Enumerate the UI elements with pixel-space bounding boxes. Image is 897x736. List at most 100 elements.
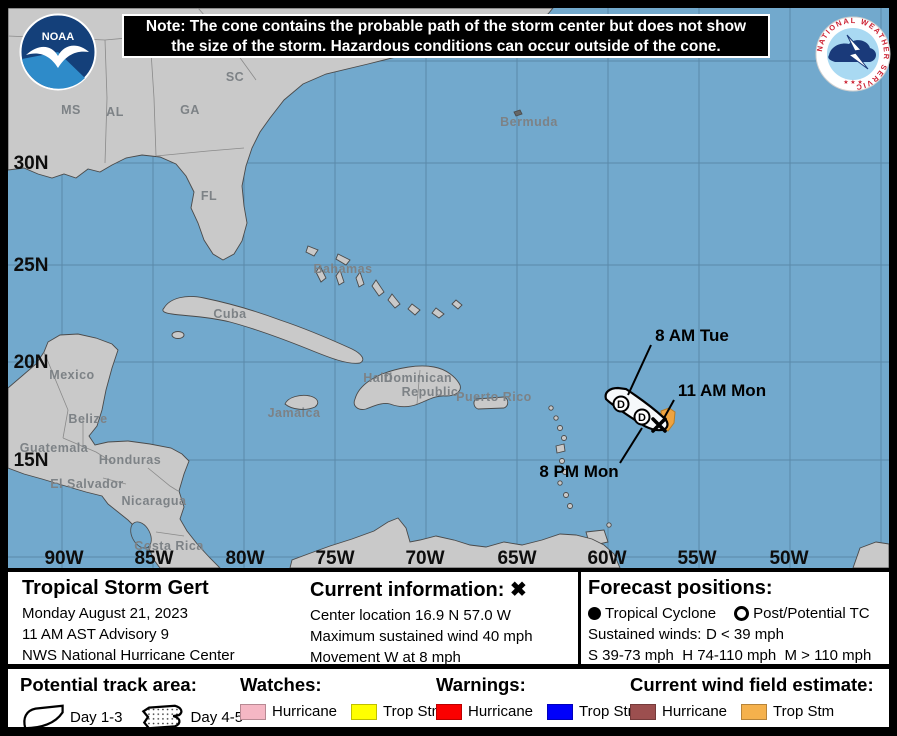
place-label: Republic xyxy=(401,385,459,399)
note-line2: the size of the storm. Hazardous conditi… xyxy=(171,38,721,55)
day1-3-cone-icon xyxy=(23,704,64,730)
day-marker-1: D xyxy=(617,399,625,411)
landmasses xyxy=(8,8,889,568)
post-potential-tc-label: Post/Potential TC xyxy=(753,605,870,622)
land-bahamas xyxy=(305,245,463,319)
noaa-logo-icon: NOAA xyxy=(19,13,97,91)
coordinate-label: 90W xyxy=(44,548,84,568)
annotation-leader-lines xyxy=(619,344,675,464)
note-line1: Note: The cone contains the probable pat… xyxy=(145,18,747,35)
current-position-x-icon xyxy=(651,417,667,433)
coordinate-label: 50W xyxy=(769,548,809,568)
watches-title: Watches: xyxy=(240,674,322,695)
day1-3-label: Day 1-3 xyxy=(70,708,123,726)
legend-swatch xyxy=(630,703,656,720)
tropical-cyclone-label: Tropical Cyclone xyxy=(605,605,717,622)
storm-advisory: 11 AM AST Advisory 9 xyxy=(22,626,170,643)
panel-divider xyxy=(578,572,581,664)
tropical-cyclone-icon xyxy=(588,607,601,620)
place-label: FL xyxy=(200,189,218,203)
place-label: Honduras xyxy=(98,453,162,467)
storm-time-annotation: 11 AM Mon xyxy=(677,381,767,400)
current-info-panel: Current information: ✖ Center location 1… xyxy=(310,577,533,668)
legend-label: Hurricane xyxy=(662,703,728,720)
center-location: Center location 16.9 N 57.0 W xyxy=(310,607,511,624)
forecast-position-markers: D D xyxy=(612,395,651,426)
windfield-title: Current wind field estimate: xyxy=(630,674,874,695)
movement: Movement W at 8 mph xyxy=(310,649,461,666)
place-label: Costa Rica xyxy=(134,539,204,553)
legend-swatch xyxy=(741,703,768,720)
max-wind: Maximum sustained wind 40 mph xyxy=(310,628,533,645)
land-jamaica xyxy=(284,394,319,410)
day4-5-cone-icon xyxy=(141,704,183,730)
day-marker-2: D xyxy=(638,412,646,424)
place-label: MS xyxy=(61,103,81,117)
land-hispaniola xyxy=(353,365,461,410)
d-category-label: D < 39 mph xyxy=(706,626,784,643)
legend-swatch xyxy=(547,703,574,720)
potential-track-section: Potential track area: Day 1-3 Day 4-5 xyxy=(20,674,257,731)
storm-title: Tropical Storm Gert xyxy=(22,577,209,599)
place-label: Dominican xyxy=(383,371,453,385)
place-label: AL xyxy=(106,105,124,119)
note-banner: Note: The cone contains the probable pat… xyxy=(122,14,770,58)
legend-row: Potential track area: Day 1-3 Day 4-5 xyxy=(8,669,889,730)
place-label: Haiti xyxy=(363,371,393,385)
place-label: Guatemala xyxy=(19,441,89,455)
coordinate-label: 30N xyxy=(13,153,49,174)
warnings-section: Warnings: Hurricane Trop Stm xyxy=(436,674,654,720)
storm-agency: NWS National Hurricane Center xyxy=(22,647,235,664)
place-label: El Salvador xyxy=(50,477,124,491)
sustained-winds-label: Sustained winds: xyxy=(588,626,702,643)
forecast-cone-map: D D 30N 25N 20N 15N 90W 85W 80W 75W 70W 65W 60W 55W… xyxy=(8,8,889,568)
storm-title-panel: Tropical Storm Gert Monday August 21, 20… xyxy=(22,577,235,666)
forecast-positions-title: Forecast positions: xyxy=(588,577,773,599)
place-label: GA xyxy=(180,103,200,117)
place-label: Nicaragua xyxy=(121,494,187,508)
legend-label: Trop Stm xyxy=(579,703,641,720)
coordinate-label: 55W xyxy=(677,548,717,568)
watches-section: Watches: Hurricane Trop Stm xyxy=(240,674,458,720)
day4-5-label: Day 4-5 xyxy=(190,708,244,726)
storm-time-annotation: 8 PM Mon xyxy=(539,462,619,481)
storm-time-annotation: 8 AM Tue xyxy=(655,326,729,345)
land-lesser-antilles xyxy=(548,405,612,547)
legend-swatch xyxy=(351,703,378,720)
land-south-america xyxy=(289,517,621,568)
land-us-southeast xyxy=(8,8,554,261)
storm-date: Monday August 21, 2023 xyxy=(22,605,188,622)
land-corner xyxy=(852,541,889,568)
info-row: Tropical Storm Gert Monday August 21, 20… xyxy=(8,572,889,666)
legend-label: Trop Stm xyxy=(773,703,835,720)
coordinate-label: 80W xyxy=(225,548,265,568)
land-puerto-rico xyxy=(473,396,509,410)
lake-nicaragua xyxy=(130,521,152,549)
coordinate-label: 85W xyxy=(134,548,174,568)
coordinate-label: 25N xyxy=(13,255,49,276)
nws-stars: ★ ★ ★ xyxy=(843,79,862,86)
place-label: Bermuda xyxy=(500,115,558,129)
coordinate-label: 60W xyxy=(587,548,627,568)
nws-logo-icon: NATIONAL WEATHER SERVICE ★ ★ ★ xyxy=(814,15,891,92)
legend-label: Hurricane xyxy=(272,703,338,720)
windfield-section: Current wind field estimate: Hurricane Tr… xyxy=(630,674,874,720)
noaa-logo-text: NOAA xyxy=(42,31,74,43)
legend-swatch xyxy=(240,703,266,720)
place-label: Puerto Rico xyxy=(456,390,532,404)
place-label: SC xyxy=(225,70,245,84)
basemap: D D xyxy=(8,8,889,568)
wind-scale-line: S 39-73 mph H 74-110 mph M > 110 mph xyxy=(588,647,872,664)
forecast-positions-panel: Forecast positions: Tropical Cyclone Pos… xyxy=(588,577,871,666)
coordinate-label: 75W xyxy=(315,548,355,568)
place-label: Jamaica xyxy=(267,406,321,420)
potential-track-title: Potential track area: xyxy=(20,674,197,695)
place-label: Mexico xyxy=(49,368,95,382)
legend-label: Hurricane xyxy=(468,703,534,720)
coordinate-label: 70W xyxy=(405,548,445,568)
warnings-title: Warnings: xyxy=(436,674,526,695)
legend-label: Trop Stm xyxy=(383,703,445,720)
land-isle-of-youth xyxy=(171,331,185,339)
coordinate-label: 65W xyxy=(497,548,537,568)
